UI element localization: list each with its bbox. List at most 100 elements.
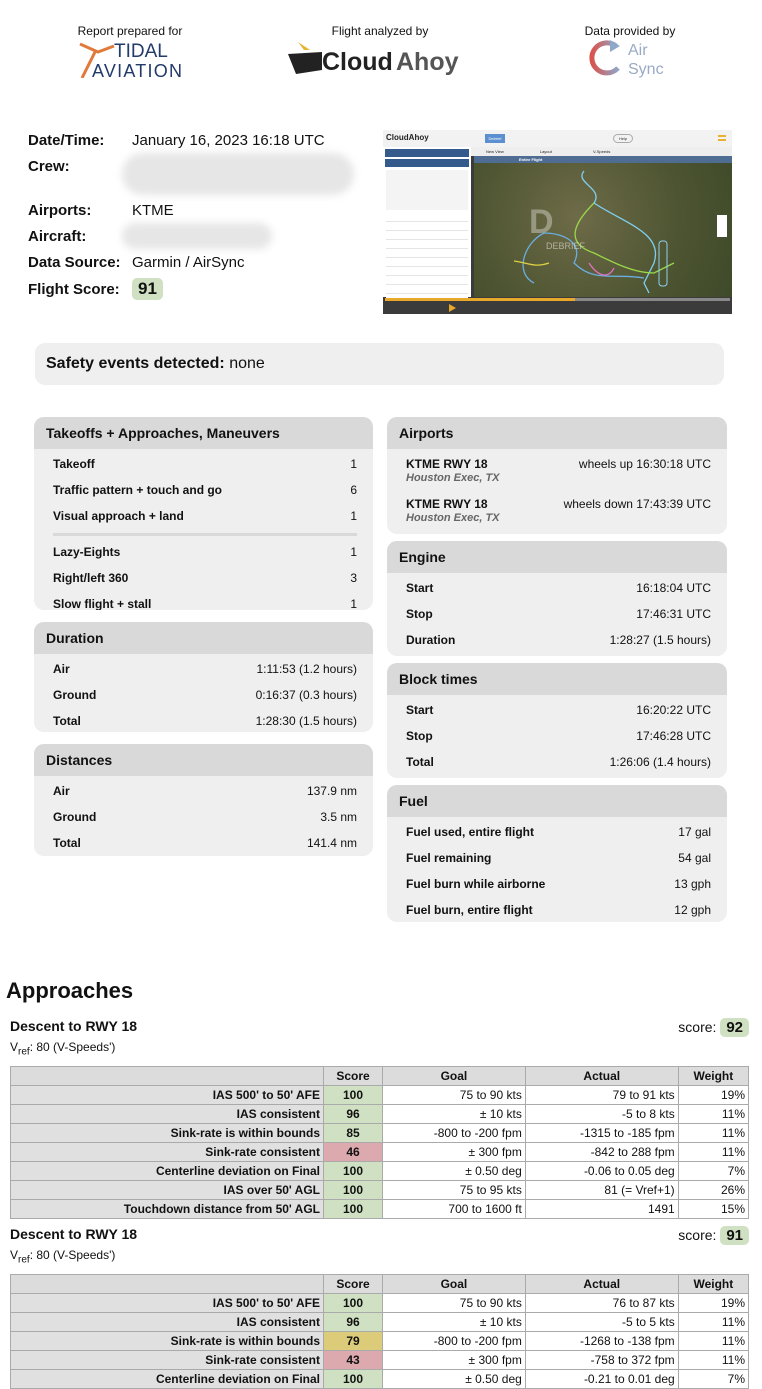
- weight-cell: 11%: [677, 1123, 750, 1143]
- data-by-caption: Data provided by: [584, 24, 676, 38]
- table-header: Score Goal Actual Weight: [10, 1274, 750, 1294]
- card-row: Right/left 360 3: [53, 571, 357, 587]
- criterion: Sink-rate is within bounds: [10, 1123, 324, 1143]
- thumb-play-icon[interactable]: [449, 304, 456, 312]
- flight-score-wrap: 91: [132, 278, 163, 300]
- column-header: [10, 1274, 324, 1294]
- score-cell: 46: [323, 1142, 383, 1162]
- score-cell: 100: [323, 1199, 383, 1219]
- row-value: 3: [350, 571, 357, 585]
- crew-label: Crew:: [28, 158, 70, 175]
- weight-cell: 11%: [677, 1142, 750, 1162]
- flight-map-thumbnail[interactable]: CloudAhoy Debrief Help New View Layout V…: [383, 130, 732, 314]
- thumb-debrief-tab[interactable]: Debrief: [485, 134, 505, 143]
- card-row: Slow flight + stall 1: [53, 597, 357, 610]
- thumb-help-button[interactable]: Help: [613, 134, 633, 143]
- approach-score: score: 91: [678, 1226, 749, 1245]
- row-label: Stop: [406, 607, 433, 621]
- card-title: Duration: [34, 622, 373, 654]
- actual-cell: -5 to 5 kts: [524, 1312, 679, 1332]
- approach-table: Score Goal Actual Weight IAS 500' to 50' AFE…: [10, 1274, 750, 1389]
- row-value: 6: [350, 483, 357, 497]
- thumb-satellite-map[interactable]: D DEBRIEF: [474, 163, 732, 297]
- vref-v: V: [10, 1248, 19, 1262]
- card-row: Ground 3.5 nm: [53, 810, 357, 826]
- row-label: Right/left 360: [53, 571, 129, 585]
- svg-text:Sync: Sync: [628, 61, 664, 78]
- vref-sub: ref: [18, 1254, 30, 1266]
- card-row: Stop 17:46:28 UTC: [406, 729, 711, 745]
- score-cell: 100: [323, 1085, 383, 1105]
- goal-cell: 75 to 90 kts: [382, 1293, 526, 1313]
- column-header: Actual: [524, 1066, 679, 1086]
- fuel-card: Fuel Fuel used, entire flight 17 gal Fuel r…: [387, 785, 727, 922]
- thumb-zoom-control[interactable]: [717, 215, 727, 237]
- duration-card: Duration Air 1:11:53 (1.2 hours) Ground 0:16…: [34, 622, 373, 732]
- block-times-card: Block times Start 16:20:22 UTC Stop 17:46:28…: [387, 663, 727, 778]
- column-header: Weight: [677, 1274, 750, 1294]
- table-row: Sink-rate consistent 43 ± 300 fpm -758 to 3…: [10, 1350, 750, 1370]
- criterion: IAS consistent: [10, 1104, 324, 1124]
- distances-card: Distances Air 137.9 nm Ground 3.5 nm Total 141…: [34, 744, 373, 856]
- airport-runway: KTME RWY 18: [406, 457, 488, 471]
- card-row: Start 16:18:04 UTC: [406, 581, 711, 597]
- row-label: Slow flight + stall: [53, 597, 152, 610]
- table-row: Sink-rate is within bounds 85 -800 to -200…: [10, 1123, 750, 1143]
- crew-redacted: [122, 153, 354, 195]
- thumb-timeline-progress[interactable]: [385, 298, 575, 301]
- column-header: Actual: [524, 1274, 679, 1294]
- card-row: Lazy-Eights 1: [53, 545, 357, 561]
- row-value: 1: [350, 597, 357, 610]
- score-badge: 91: [720, 1226, 749, 1245]
- card-row: Fuel burn, entire flight 12 gph: [406, 903, 711, 919]
- actual-cell: -0.06 to 0.05 deg: [524, 1161, 679, 1181]
- analyzed-by-caption: Flight analyzed by: [331, 24, 429, 38]
- goal-cell: -800 to -200 fpm: [382, 1331, 526, 1351]
- source-label: Data Source:: [28, 254, 121, 271]
- row-value: 1: [350, 457, 357, 471]
- card-title: Fuel: [387, 785, 727, 817]
- row-label: Traffic pattern + touch and go: [53, 483, 223, 497]
- card-title: Block times: [387, 663, 727, 695]
- actual-cell: 79 to 91 kts: [524, 1085, 679, 1105]
- score-label: score:: [678, 1227, 717, 1243]
- thumb-menu-icon[interactable]: [718, 135, 726, 141]
- card-row: Traffic pattern + touch and go 6: [53, 483, 357, 499]
- row-value: 1:28:27 (1.5 hours): [609, 633, 711, 647]
- thumb-layout[interactable]: Layout: [539, 149, 552, 154]
- row-label: Fuel used, entire flight: [406, 825, 535, 839]
- card-row: Visual approach + land 1: [53, 509, 357, 525]
- row-label: Lazy-Eights: [53, 545, 121, 559]
- takeoffs-approaches-maneuvers-card: Takeoffs + Approaches, Maneuvers Takeoff 1…: [34, 417, 373, 610]
- approach-title: Descent to RWY 18: [10, 1018, 138, 1034]
- criterion: Centerline deviation on Final: [10, 1161, 324, 1181]
- vref-value: : 80 (V-Speeds'): [29, 1040, 116, 1054]
- row-value: 0:16:37 (0.3 hours): [255, 688, 357, 702]
- criterion: Touchdown distance from 50' AGL: [10, 1199, 324, 1219]
- row-value: 1:28:30 (1.5 hours): [255, 714, 357, 728]
- card-row: Duration 1:28:27 (1.5 hours): [406, 633, 711, 649]
- row-value: 3.5 nm: [320, 810, 357, 824]
- thumb-vspeeds[interactable]: V-Speeds: [592, 149, 611, 154]
- card-title: Takeoffs + Approaches, Maneuvers: [34, 417, 373, 449]
- column-header: [10, 1066, 324, 1086]
- date-label: Date/Time:: [28, 132, 105, 149]
- card-row: Stop 17:46:31 UTC: [406, 607, 711, 623]
- row-label: Ground: [53, 810, 97, 824]
- score-cell: 100: [323, 1293, 383, 1313]
- airport-city: Houston Exec, TX: [406, 512, 500, 524]
- goal-cell: ± 10 kts: [382, 1312, 526, 1332]
- row-value: 1:11:53 (1.2 hours): [256, 662, 357, 676]
- engine-card: Engine Start 16:18:04 UTC Stop 17:46:31 UTC D…: [387, 541, 727, 656]
- score-cell: 79: [323, 1331, 383, 1351]
- score-cell: 100: [323, 1369, 383, 1389]
- score-cell: 100: [323, 1180, 383, 1200]
- approaches-heading: Approaches: [6, 978, 134, 1003]
- airports-card-title: Airports: [387, 417, 727, 449]
- vref-sub: ref: [18, 1046, 30, 1058]
- column-header: Weight: [677, 1066, 750, 1086]
- thumb-new-view[interactable]: New View: [486, 149, 504, 154]
- table-row: IAS 500' to 50' AFE 100 75 to 90 kts 76 to …: [10, 1293, 750, 1313]
- goal-cell: ± 300 fpm: [382, 1350, 526, 1370]
- row-label: Ground: [53, 688, 97, 702]
